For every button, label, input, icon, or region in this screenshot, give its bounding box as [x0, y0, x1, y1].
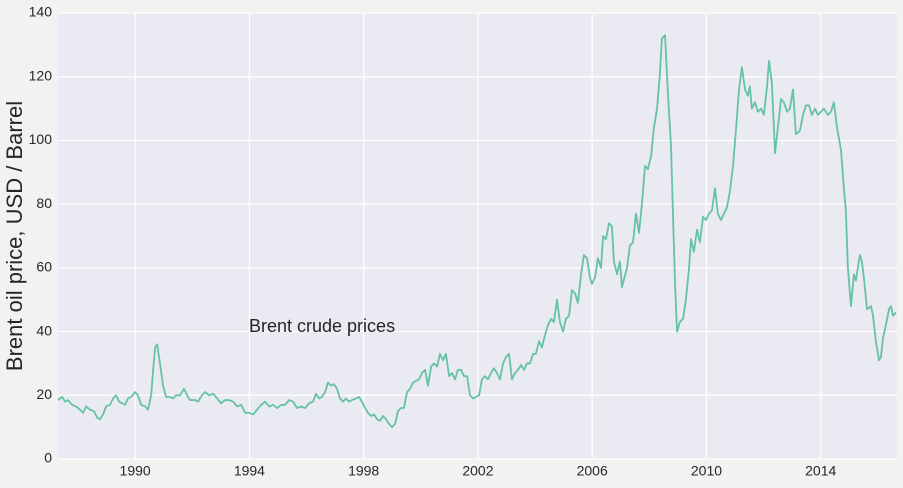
x-tick-label: 2014: [805, 463, 836, 479]
annotation: Brent crude prices: [249, 316, 395, 336]
marks: [57, 34, 897, 429]
y-tick-label: 100: [29, 131, 53, 147]
y-tick-label: 80: [36, 195, 52, 211]
y-tick-label: 120: [29, 67, 53, 83]
y-tick-label: 20: [36, 386, 52, 402]
y-axis-label: Brent oil price, USD / Barrel: [2, 101, 27, 371]
x-tick-label: 2006: [577, 463, 608, 479]
y-tick-label: 0: [44, 450, 52, 466]
x-tick-label: 1998: [348, 463, 379, 479]
labels: 0 20 40 60 80 100 120 140 1990 1994 1998 2002 2006 20…: [29, 4, 837, 479]
y-tick-label: 140: [29, 4, 53, 20]
price-line: [57, 34, 897, 429]
x-tick-label: 2002: [462, 463, 493, 479]
x-tick-label: 2010: [691, 463, 722, 479]
y-tick-label: 40: [36, 322, 52, 338]
y-tick-label: 60: [36, 259, 52, 275]
x-tick-label: 1990: [120, 463, 151, 479]
x-tick-label: 1994: [234, 463, 265, 479]
